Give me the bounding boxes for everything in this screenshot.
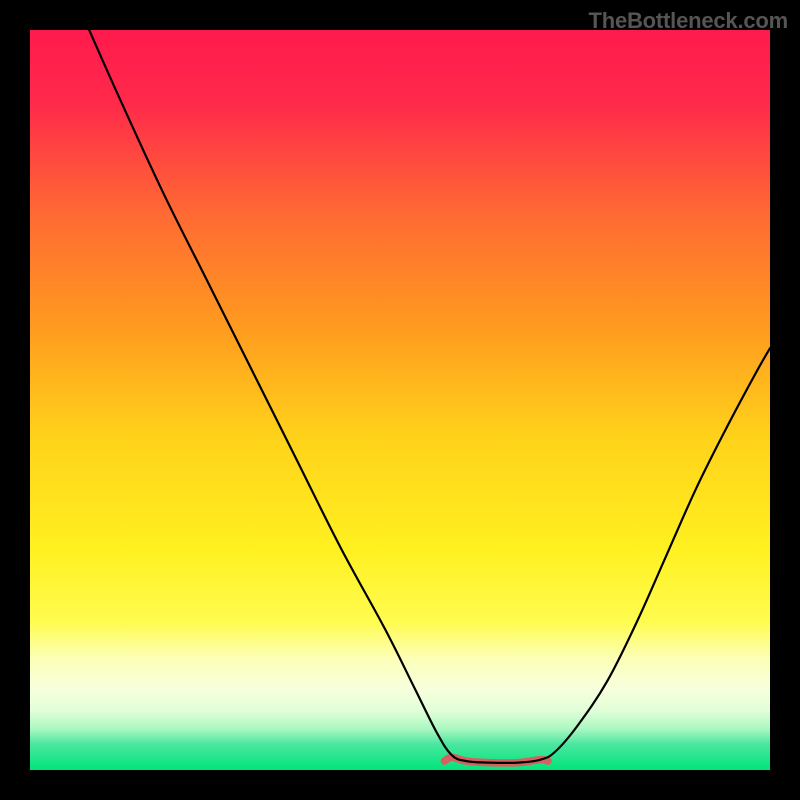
watermark-text: TheBottleneck.com <box>588 8 788 34</box>
bottleneck-curve <box>30 30 770 770</box>
curve-line <box>89 30 770 763</box>
chart-container: TheBottleneck.com <box>0 0 800 800</box>
plot-area <box>30 30 770 770</box>
